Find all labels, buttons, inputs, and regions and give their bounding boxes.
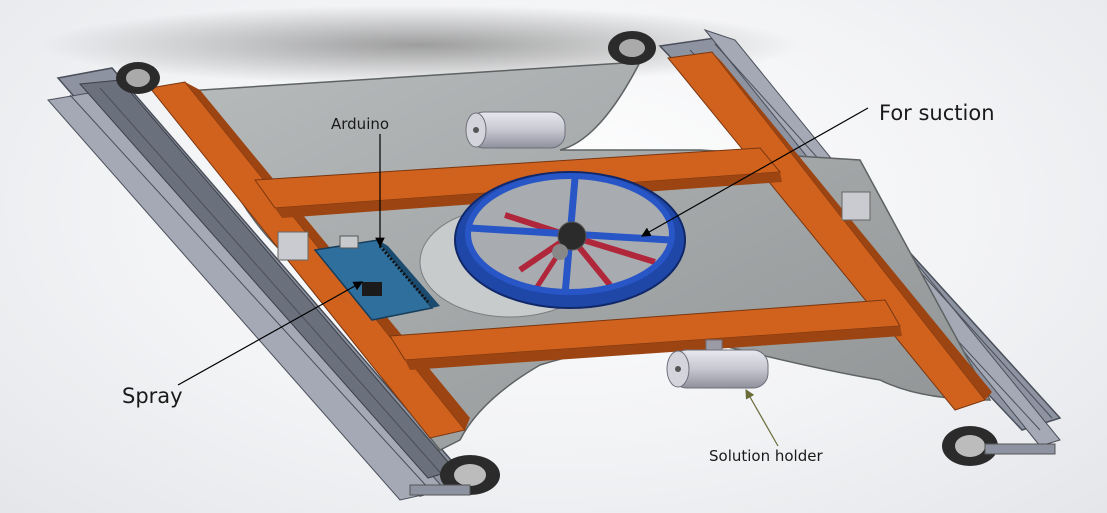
spray-leader-line [177, 281, 364, 386]
left-brush-rail [47, 67, 472, 501]
frame-right-beam [667, 51, 992, 411]
bracket-right [841, 191, 871, 221]
wheel-bottom-left [409, 455, 500, 496]
arduino-label: Arduino [331, 115, 390, 133]
bracket-left [277, 231, 309, 261]
for-suction-label: For suction [879, 101, 995, 125]
suction-leader-line [640, 107, 869, 237]
wheel-top-right [608, 31, 656, 65]
wheel-top-left [116, 62, 160, 94]
solution-holder-label: Solution holder [709, 447, 823, 465]
solution-holder-top [465, 111, 566, 149]
frame-bottom-crossbar [389, 299, 902, 370]
arduino-board [313, 235, 440, 321]
spray-label: Spray [122, 384, 183, 408]
suction-fan [454, 171, 686, 309]
wheel-bottom-right [942, 426, 1056, 466]
solution-holder-bottom [666, 339, 769, 389]
solution-leader-line [745, 388, 779, 447]
